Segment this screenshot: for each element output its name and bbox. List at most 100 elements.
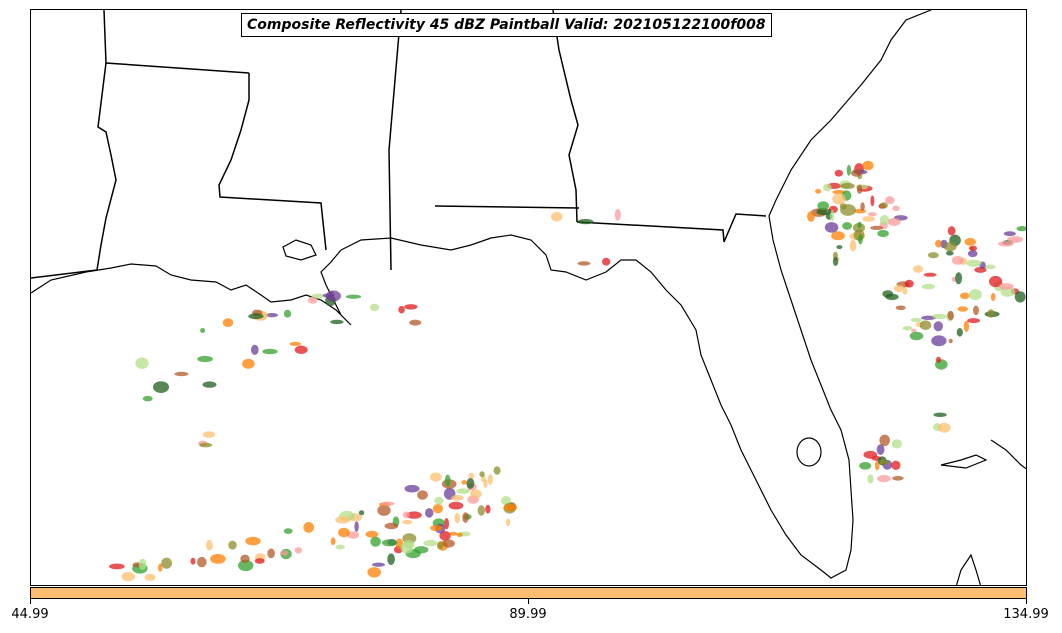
lake-okeechobee <box>796 437 822 467</box>
storm-blob <box>840 182 855 190</box>
coastline <box>31 10 1026 585</box>
storm-blob <box>967 318 980 324</box>
storm-blob <box>432 504 443 514</box>
storm-blob <box>238 559 254 572</box>
storm-blob <box>815 188 822 194</box>
storm-blob <box>969 245 978 252</box>
storm-blob <box>943 242 957 252</box>
storm-blob <box>842 222 852 230</box>
storm-blob <box>345 294 362 299</box>
storm-blob <box>947 226 956 236</box>
storm-blob <box>851 169 862 177</box>
storm-blob <box>153 381 169 393</box>
storm-blob <box>381 539 398 547</box>
storm-blob <box>867 474 874 484</box>
storm-blob <box>879 202 888 209</box>
border-ms-west <box>218 73 327 251</box>
colorbar-tick-label-1: 89.99 <box>509 607 547 622</box>
storm-blob <box>857 221 862 229</box>
coast-la-tx <box>31 249 352 326</box>
storm-blob <box>892 476 904 481</box>
storm-blob <box>449 531 458 536</box>
storm-blob <box>911 328 917 333</box>
storm-blob <box>325 290 341 302</box>
colorbar-tick-mark-2 <box>1026 599 1027 604</box>
storm-blob <box>330 537 336 546</box>
storm-blob <box>577 218 594 225</box>
storm-blob <box>398 305 405 314</box>
border-al-fl <box>434 205 580 209</box>
storm-blob <box>931 335 947 347</box>
storm-blob <box>387 553 395 565</box>
storm-blob <box>267 548 275 559</box>
storm-blob <box>254 558 265 564</box>
storm-blob <box>887 217 901 226</box>
storm-blob <box>893 284 905 293</box>
storm-blob <box>197 355 213 363</box>
storm-blob <box>882 290 894 298</box>
storm-blob <box>933 321 943 332</box>
storm-blob <box>936 356 941 363</box>
storm-blob <box>919 320 932 331</box>
storm-blob <box>946 250 954 256</box>
storm-blob <box>891 439 902 449</box>
storm-blob <box>425 508 434 518</box>
storm-blob <box>817 201 829 211</box>
coast-bahamas <box>940 454 988 469</box>
storm-blob <box>346 531 360 539</box>
storm-blob <box>240 554 250 563</box>
storm-blob <box>448 501 464 510</box>
storm-blob <box>367 567 382 578</box>
storm-blob <box>921 315 936 320</box>
storm-blob <box>895 305 906 311</box>
storm-blob <box>891 460 901 470</box>
storm-blob <box>885 196 895 205</box>
reflectivity-paintball <box>109 160 1026 582</box>
storm-blob <box>197 556 207 568</box>
storm-blob <box>456 532 463 537</box>
storm-blob <box>248 313 264 320</box>
storm-blob <box>921 283 935 290</box>
storm-blob <box>242 358 255 369</box>
storm-blob <box>879 434 890 446</box>
storm-blob <box>404 484 420 493</box>
storm-blob <box>487 474 493 485</box>
storm-blob <box>957 306 969 312</box>
coast-cuba-tip <box>990 439 1026 470</box>
storm-blob <box>462 512 469 523</box>
storm-blob <box>423 539 438 547</box>
state-borders <box>31 10 767 279</box>
coast-bottom-right <box>955 553 982 585</box>
storm-blob <box>862 160 874 171</box>
storm-blob <box>402 511 410 519</box>
storm-blob <box>477 505 485 516</box>
storm-blob <box>402 519 413 525</box>
storm-blob <box>932 313 947 320</box>
storm-blob <box>335 544 345 550</box>
map-svg <box>31 10 1026 585</box>
storm-blob <box>856 184 863 194</box>
storm-blob <box>289 341 302 346</box>
storm-blob <box>493 466 501 475</box>
border-ga-fl <box>576 213 767 243</box>
colorbar-tick-label-2: 134.99 <box>1003 607 1049 622</box>
storm-blob <box>456 488 470 495</box>
storm-blob <box>909 331 924 341</box>
storm-blob <box>377 504 391 516</box>
storm-blob <box>222 318 234 327</box>
storm-blob <box>829 209 835 222</box>
lake-pontchartrain <box>282 239 317 261</box>
storm-blob <box>365 530 379 538</box>
storm-blob <box>354 521 359 532</box>
storm-blob <box>454 512 461 524</box>
storm-blob <box>951 256 964 265</box>
storm-blob <box>964 238 976 246</box>
storm-blob <box>959 292 970 300</box>
storm-blob <box>468 472 475 480</box>
storm-blob <box>987 309 995 318</box>
storm-blob <box>358 510 365 516</box>
storm-blob <box>876 444 885 455</box>
storm-blob <box>409 319 422 326</box>
storm-blob <box>998 283 1014 290</box>
storm-blob <box>280 550 289 556</box>
